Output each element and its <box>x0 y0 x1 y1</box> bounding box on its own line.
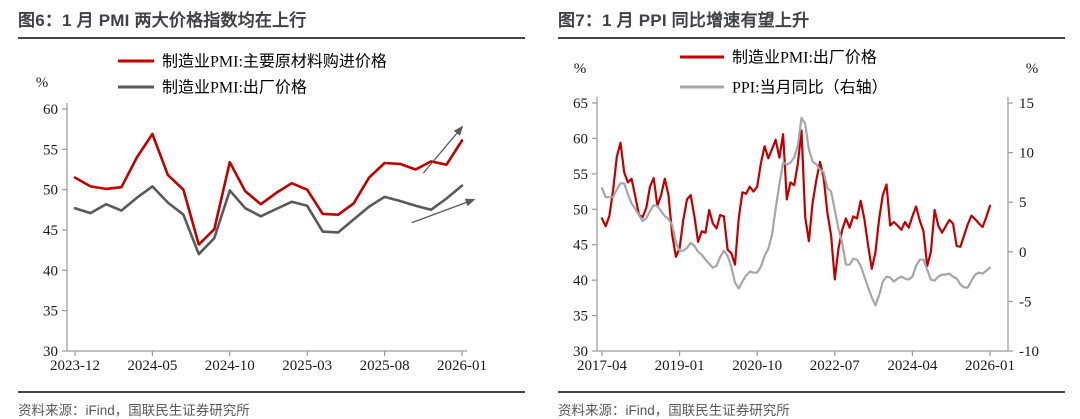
series-line <box>73 184 464 256</box>
axis-tick-label: 0 <box>1019 245 1027 261</box>
axis-tick-label: 45 <box>43 223 58 239</box>
series-line <box>600 116 992 307</box>
axis-tick-label: -5 <box>1019 294 1032 310</box>
ppi-yoy-chart: 30 35 40 45 50 55 60 65 -10 -5 0 5 10 15 2017-04 2019-0… <box>573 49 1039 375</box>
axis-tick-label: 2025-08 <box>360 358 410 374</box>
axis-tick-label: 15 <box>1019 96 1034 112</box>
figure-6-title: 图6：1 月 PMI 两大价格指数均在上行 <box>18 0 525 39</box>
figure-7-source: 资料来源：iFind，国联民生证券研究所 <box>558 391 1065 419</box>
axis-tick-label: 5 <box>1019 195 1027 211</box>
axis-tick-label: -10 <box>1019 344 1039 360</box>
axis-tick-label: 2025-03 <box>282 358 332 374</box>
axis-tick-label: 2022-07 <box>810 358 860 374</box>
figure-7-panel: 图7：1 月 PPI 同比增速有望上升 30 35 40 45 50 55 60 65 -10-… <box>540 0 1080 419</box>
axis-tick-label: 10 <box>1019 146 1034 162</box>
axis-tick-label: 2024-04 <box>887 358 937 374</box>
axis-tick-label: 40 <box>573 273 588 289</box>
series-line <box>600 129 992 281</box>
axes <box>62 103 467 356</box>
axis-tick-label: 50 <box>43 183 58 199</box>
figure-6-panel: 图6：1 月 PMI 两大价格指数均在上行 30 35 40 45 50 55 60 2023… <box>0 0 540 419</box>
legend: 制造业PMI:出厂价格 PPI:当月同比（右轴） <box>680 49 888 97</box>
pmi-price-index-chart: 30 35 40 45 50 55 60 2023-12 2024-05 2024-10 2025-… <box>36 53 487 375</box>
axis-tick-label: 35 <box>43 304 58 320</box>
legend-label: 制造业PMI:出厂价格 <box>162 79 307 97</box>
axis-tick-label: 55 <box>573 167 588 183</box>
figure-6-source: 资料来源：iFind，国联民生证券研究所 <box>18 391 525 419</box>
tick-labels: 30 35 40 45 50 55 60 65 -10 -5 0 5 10 15 2017-04 2019-0… <box>573 61 1039 374</box>
legend-label: 制造业PMI:主要原材料购进价格 <box>162 53 387 71</box>
axis-tick-label: 2024-05 <box>127 358 177 374</box>
axis-tick-label: 2023-12 <box>50 358 100 374</box>
axis-tick-label: 45 <box>573 238 588 254</box>
legend-label: PPI:当月同比（右轴） <box>732 79 888 97</box>
axis-tick-label: 30 <box>573 344 588 360</box>
axis-tick-label: 2020-10 <box>732 358 782 374</box>
trend-arrow <box>411 198 476 224</box>
axis-unit-label: % <box>36 75 49 91</box>
axis-unit-label: % <box>1026 61 1039 77</box>
trend-arrow <box>422 125 464 174</box>
series-line <box>73 132 464 246</box>
tick-labels: 30 35 40 45 50 55 60 2023-12 2024-05 2024-10 2025-… <box>36 75 487 374</box>
axis-tick-label: 55 <box>43 142 58 158</box>
axis-tick-label: 2024-10 <box>205 358 255 374</box>
axis-tick-label: 2019-01 <box>655 358 705 374</box>
axis-tick-label: 30 <box>43 344 58 360</box>
axis-tick-label: 2026-01 <box>965 358 1015 374</box>
axis-tick-label: 60 <box>43 102 58 118</box>
axis-tick-label: 35 <box>573 309 588 325</box>
axis-tick-label: 65 <box>573 96 588 112</box>
axis-tick-label: 50 <box>573 202 588 218</box>
axis-tick-label: 40 <box>43 263 58 279</box>
axis-unit-label: % <box>574 61 587 77</box>
legend-label: 制造业PMI:出厂价格 <box>732 49 877 67</box>
axis-tick-label: 60 <box>573 131 588 147</box>
figure-7-title: 图7：1 月 PPI 同比增速有望上升 <box>558 0 1065 39</box>
axes <box>592 97 1013 356</box>
axis-tick-label: 2026-01 <box>437 358 487 374</box>
axis-tick-label: 2017-04 <box>577 358 627 374</box>
